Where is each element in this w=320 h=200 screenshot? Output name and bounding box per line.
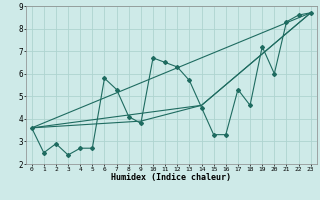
X-axis label: Humidex (Indice chaleur): Humidex (Indice chaleur)	[111, 173, 231, 182]
